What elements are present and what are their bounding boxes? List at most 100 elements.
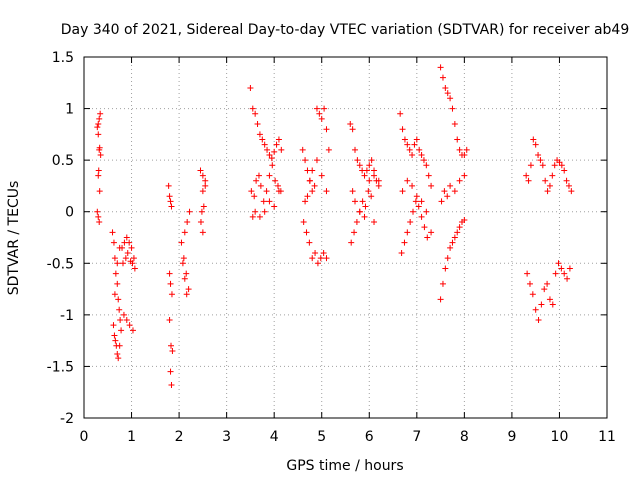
data-point <box>123 317 130 324</box>
data-point <box>168 342 175 349</box>
data-point <box>268 155 275 162</box>
data-point <box>323 255 330 262</box>
data-point <box>556 159 563 166</box>
data-point <box>449 239 456 246</box>
data-point <box>316 110 323 117</box>
data-point <box>180 255 187 262</box>
data-point <box>347 121 354 128</box>
data-point <box>461 216 468 223</box>
data-point <box>449 105 456 112</box>
data-point <box>275 188 282 195</box>
data-point <box>115 355 122 362</box>
data-point <box>407 219 414 226</box>
data-point <box>451 121 458 128</box>
data-point <box>129 260 136 267</box>
data-point <box>397 110 404 117</box>
y-tick-label: -1.5 <box>47 359 74 375</box>
data-point <box>264 146 271 153</box>
data-point <box>179 260 186 267</box>
data-point <box>183 291 190 298</box>
data-point <box>541 286 548 293</box>
data-point <box>169 347 176 354</box>
data-point <box>564 275 571 282</box>
data-point <box>271 203 278 210</box>
data-point <box>321 105 328 112</box>
data-point <box>95 172 102 179</box>
data-point <box>561 270 568 277</box>
y-tick-label: 1 <box>65 102 74 118</box>
data-point <box>256 213 263 220</box>
data-point <box>549 301 556 308</box>
data-point <box>546 182 553 189</box>
data-point <box>130 255 137 262</box>
data-point <box>437 64 444 71</box>
data-point <box>428 229 435 236</box>
data-point <box>317 255 324 262</box>
x-tick-label: 8 <box>460 429 469 445</box>
data-point <box>366 162 373 169</box>
data-point <box>371 167 378 174</box>
data-point <box>566 265 573 272</box>
data-point <box>447 244 454 251</box>
data-point <box>530 136 537 143</box>
data-point <box>185 286 192 293</box>
data-point <box>274 182 281 189</box>
data-point <box>166 270 173 277</box>
data-point <box>112 337 119 344</box>
data-point <box>197 167 204 174</box>
data-point <box>529 291 536 298</box>
data-point <box>409 151 416 158</box>
data-point <box>178 239 185 246</box>
data-point <box>442 84 449 91</box>
x-tick-label: 9 <box>507 429 516 445</box>
data-point <box>198 208 205 215</box>
data-point <box>401 239 408 246</box>
data-point <box>183 270 190 277</box>
data-point <box>546 296 553 303</box>
data-point <box>524 270 531 277</box>
x-tick-labels: 0 1 2 3 4 5 6 7 8 9 10 11 <box>80 429 616 445</box>
data-point <box>552 270 559 277</box>
data-point <box>306 177 313 184</box>
data-point <box>399 126 406 133</box>
data-point <box>254 121 261 128</box>
data-point <box>544 188 551 195</box>
data-point <box>126 239 133 246</box>
data-point <box>404 177 411 184</box>
data-point <box>362 203 369 210</box>
data-point <box>261 141 268 148</box>
data-point <box>184 219 191 226</box>
data-point <box>97 151 104 158</box>
data-point <box>252 208 259 215</box>
data-point <box>425 172 432 179</box>
data-point <box>565 182 572 189</box>
data-point <box>535 151 542 158</box>
grid <box>84 57 607 418</box>
data-point <box>116 342 123 349</box>
data-point <box>353 219 360 226</box>
data-point <box>278 146 285 153</box>
data-point <box>412 198 419 205</box>
y-tick-label: 0 <box>65 205 74 221</box>
data-point <box>111 332 118 339</box>
data-point <box>181 229 188 236</box>
data-point <box>368 157 375 164</box>
data-point <box>186 208 193 215</box>
data-point <box>538 301 545 308</box>
data-point <box>166 317 173 324</box>
data-point <box>413 193 420 200</box>
data-point <box>314 260 321 267</box>
data-point <box>416 146 423 153</box>
data-point <box>428 182 435 189</box>
data-point <box>122 255 129 262</box>
data-point <box>110 239 117 246</box>
data-point <box>95 167 102 174</box>
data-point <box>168 291 175 298</box>
data-point <box>539 162 546 169</box>
data-point <box>365 188 372 195</box>
data-point <box>309 255 316 262</box>
data-point <box>463 146 470 153</box>
data-point <box>398 249 405 256</box>
data-point <box>418 213 425 220</box>
